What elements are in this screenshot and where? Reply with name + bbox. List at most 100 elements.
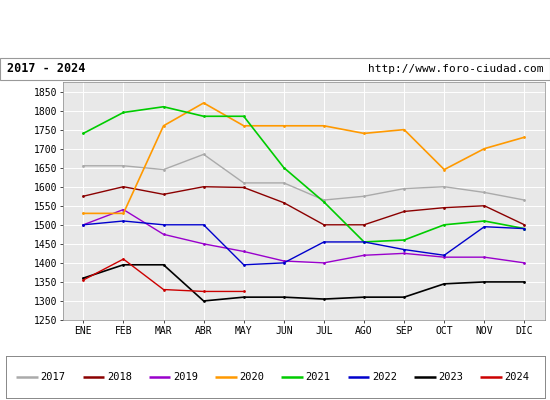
Line: 2018: 2018: [82, 185, 526, 226]
2022: [240, 262, 247, 267]
2017: [401, 186, 408, 191]
Line: 2019: 2019: [82, 208, 526, 264]
2023: [321, 297, 327, 302]
2023: [280, 295, 287, 300]
2023: [521, 280, 528, 284]
2022: [481, 224, 488, 229]
2020: [321, 123, 327, 128]
2020: [120, 211, 127, 216]
2024: [240, 289, 247, 294]
2022: [361, 240, 367, 244]
2018: [280, 200, 287, 205]
2019: [120, 207, 127, 212]
2017: [321, 198, 327, 202]
Text: 2017: 2017: [41, 372, 65, 382]
2019: [80, 222, 86, 227]
2021: [280, 165, 287, 170]
2022: [521, 226, 528, 231]
2017: [240, 180, 247, 185]
2022: [280, 260, 287, 265]
Line: 2017: 2017: [82, 153, 526, 202]
2023: [401, 295, 408, 300]
2019: [441, 255, 448, 260]
Line: 2021: 2021: [82, 105, 526, 243]
2017: [200, 152, 207, 157]
2021: [361, 240, 367, 244]
2023: [120, 262, 127, 267]
2020: [401, 127, 408, 132]
2020: [481, 146, 488, 151]
Line: 2020: 2020: [82, 102, 526, 215]
Text: 2022: 2022: [372, 372, 397, 382]
2022: [401, 247, 408, 252]
2023: [481, 280, 488, 284]
2021: [80, 131, 86, 136]
2017: [441, 184, 448, 189]
2023: [240, 295, 247, 300]
2020: [441, 167, 448, 172]
2020: [80, 211, 86, 216]
Text: Evolucion del paro registrado en Sanlúcar la Mayor: Evolucion del paro registrado en Sanlúca…: [80, 35, 470, 51]
2021: [120, 110, 127, 115]
2020: [200, 100, 207, 105]
2018: [521, 222, 528, 227]
2018: [200, 184, 207, 189]
2021: [521, 226, 528, 231]
2021: [321, 200, 327, 204]
Line: 2023: 2023: [82, 263, 526, 302]
2020: [240, 123, 247, 128]
2017: [521, 198, 528, 202]
2019: [361, 253, 367, 258]
Line: 2024: 2024: [82, 258, 245, 293]
2019: [280, 258, 287, 263]
2024: [80, 278, 86, 282]
2021: [200, 114, 207, 119]
2021: [481, 218, 488, 223]
2022: [80, 222, 86, 227]
Line: 2022: 2022: [82, 220, 526, 266]
2021: [401, 238, 408, 242]
2023: [441, 282, 448, 286]
2024: [120, 257, 127, 262]
2022: [321, 240, 327, 244]
2018: [80, 194, 86, 199]
2022: [441, 253, 448, 258]
Text: 2020: 2020: [239, 372, 265, 382]
2018: [160, 192, 167, 197]
2017: [361, 194, 367, 199]
2018: [401, 209, 408, 214]
2021: [240, 114, 247, 119]
2019: [481, 255, 488, 260]
2018: [361, 222, 367, 227]
2023: [361, 295, 367, 300]
Text: 2024: 2024: [504, 372, 530, 382]
2020: [521, 135, 528, 140]
2019: [160, 232, 167, 237]
2020: [280, 123, 287, 128]
2019: [200, 242, 207, 246]
2020: [160, 123, 167, 128]
Text: 2017 - 2024: 2017 - 2024: [7, 62, 85, 76]
2020: [361, 131, 367, 136]
2023: [160, 262, 167, 267]
2024: [200, 289, 207, 294]
2017: [80, 163, 86, 168]
Text: 2018: 2018: [107, 372, 132, 382]
2021: [441, 222, 448, 227]
2019: [321, 260, 327, 265]
2023: [80, 276, 86, 280]
2022: [120, 218, 127, 223]
2018: [481, 203, 488, 208]
2018: [120, 184, 127, 189]
2017: [280, 180, 287, 185]
2023: [200, 298, 207, 303]
2017: [120, 163, 127, 168]
2019: [521, 260, 528, 265]
2022: [160, 222, 167, 227]
Text: 2021: 2021: [306, 372, 331, 382]
2022: [200, 222, 207, 227]
Text: 2023: 2023: [438, 372, 463, 382]
2019: [401, 251, 408, 256]
2021: [160, 104, 167, 109]
2018: [240, 185, 247, 190]
